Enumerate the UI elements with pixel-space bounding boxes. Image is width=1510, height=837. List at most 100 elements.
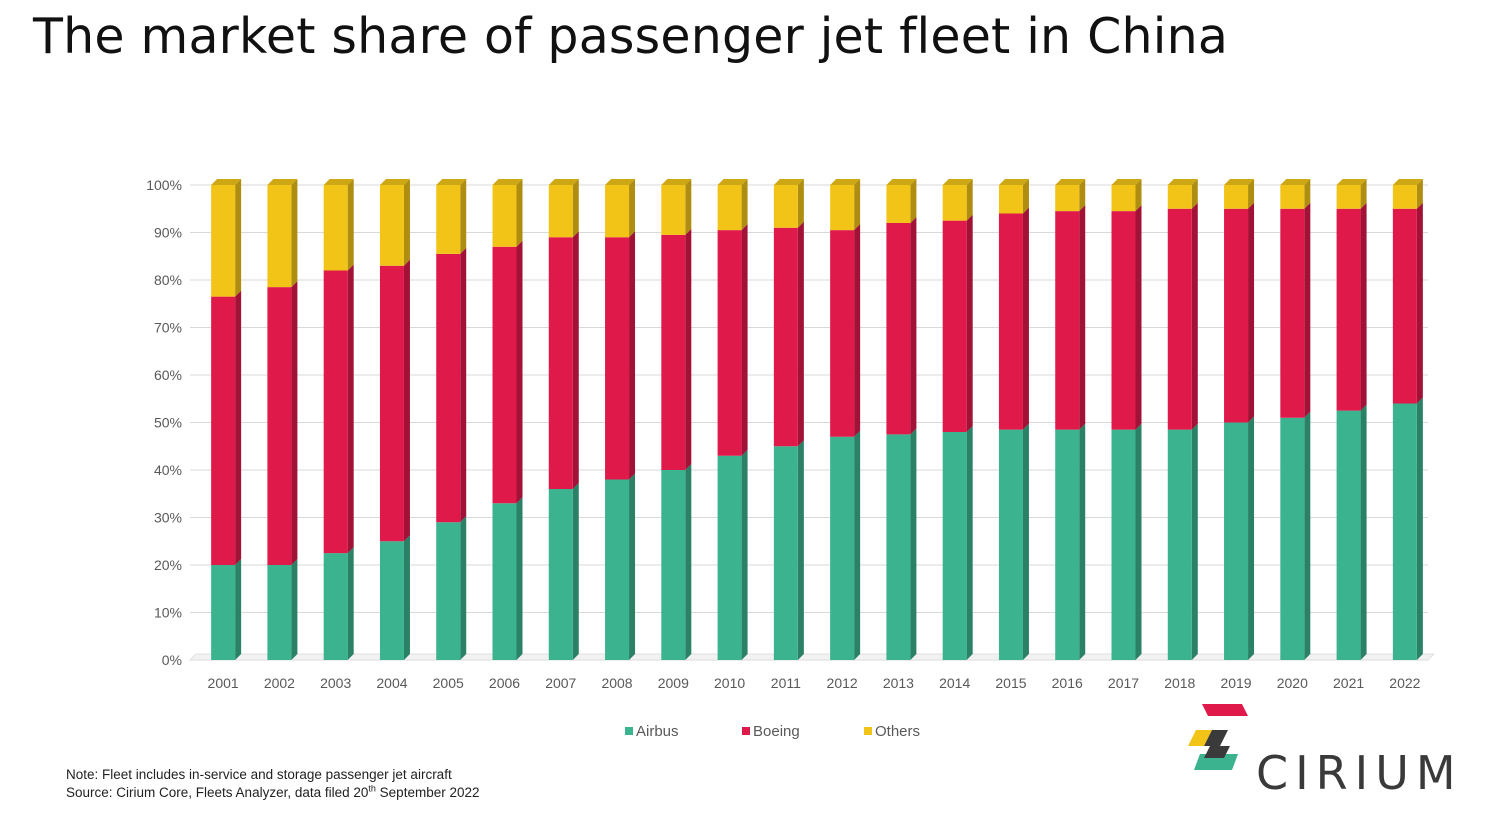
bar-others-2019 <box>1224 179 1255 209</box>
bar-front <box>1280 185 1305 209</box>
x-tick-label: 2010 <box>714 675 745 691</box>
bar-front <box>1167 185 1192 209</box>
bar-front <box>379 541 404 660</box>
bar-airbus-2018 <box>1167 423 1198 660</box>
bar-side <box>685 179 692 235</box>
bar-front <box>1111 211 1136 430</box>
bar-side <box>1248 416 1255 660</box>
bar-side <box>966 179 973 221</box>
bar-boeing-2001 <box>211 290 242 565</box>
x-tick-label: 2014 <box>939 675 970 691</box>
bar-front <box>998 213 1023 430</box>
bar-side <box>629 231 636 480</box>
bar-front <box>1392 185 1417 209</box>
bar-front <box>1055 185 1080 212</box>
bar-boeing-2008 <box>605 231 636 480</box>
bar-top <box>717 179 748 185</box>
bar-front <box>605 237 630 480</box>
chart-note: Note: Fleet includes in-service and stor… <box>66 766 480 802</box>
bar-front <box>1167 429 1192 660</box>
bar-side <box>460 516 467 660</box>
bar-side <box>1135 179 1142 212</box>
bar-front <box>717 185 742 231</box>
bar-boeing-2009 <box>661 228 692 470</box>
bar-airbus-2011 <box>773 440 804 660</box>
bar-side <box>572 483 579 660</box>
bar-side <box>1248 202 1255 423</box>
bar-front <box>1167 208 1192 430</box>
bar-boeing-2019 <box>1224 202 1255 423</box>
bar-front <box>267 287 292 565</box>
y-tick-label: 50% <box>154 415 182 431</box>
y-tick-label: 10% <box>154 605 182 621</box>
y-tick-label: 90% <box>154 225 182 241</box>
source-line: Source: Cirium Core, Fleets Analyzer, da… <box>66 784 480 802</box>
bar-side <box>1079 205 1086 430</box>
bar-airbus-2014 <box>942 426 973 660</box>
bar-others-2016 <box>1055 179 1086 212</box>
bar-side <box>797 179 804 228</box>
bar-side <box>1360 179 1367 209</box>
bar-others-2007 <box>548 179 579 238</box>
bar-front <box>661 185 686 235</box>
bar-boeing-2014 <box>942 214 973 432</box>
bar-airbus-2006 <box>492 497 523 660</box>
bar-airbus-2017 <box>1111 423 1142 660</box>
bar-boeing-2010 <box>717 224 748 456</box>
bar-side <box>741 224 748 456</box>
bar-side <box>291 179 298 288</box>
bar-boeing-2005 <box>436 247 467 523</box>
bar-boeing-2022 <box>1392 202 1423 404</box>
bar-side <box>1248 179 1255 209</box>
bar-others-2017 <box>1111 179 1142 212</box>
bar-side <box>966 426 973 660</box>
bar-boeing-2012 <box>830 224 861 437</box>
bar-airbus-2021 <box>1336 404 1367 660</box>
bar-front <box>1111 429 1136 660</box>
legend-item-others: Others <box>864 723 920 740</box>
bar-top <box>379 179 410 185</box>
bar-airbus-2019 <box>1224 416 1255 660</box>
bar-side <box>347 179 354 271</box>
bar-others-2011 <box>773 179 804 228</box>
x-tick-label: 2002 <box>264 675 295 691</box>
bar-boeing-2007 <box>548 231 579 489</box>
x-tick-label: 2001 <box>208 675 239 691</box>
bar-airbus-2007 <box>548 483 579 660</box>
bar-front <box>886 185 911 223</box>
bar-others-2012 <box>830 179 861 231</box>
bar-front <box>492 503 517 660</box>
bar-others-2010 <box>717 179 748 231</box>
bar-airbus-2010 <box>717 449 748 660</box>
bar-others-2013 <box>886 179 917 223</box>
bar-top <box>1111 179 1142 185</box>
bar-front <box>942 432 967 660</box>
bar-boeing-2016 <box>1055 205 1086 430</box>
bar-side <box>1079 179 1086 212</box>
bar-airbus-2008 <box>605 473 636 660</box>
bar-front <box>1336 185 1361 209</box>
bar-side <box>460 179 467 254</box>
bar-side <box>1135 205 1142 430</box>
bar-airbus-2009 <box>661 464 692 660</box>
bar-front <box>548 489 573 660</box>
y-tick-label: 0% <box>162 652 182 668</box>
bar-side <box>1304 202 1311 418</box>
bar-boeing-2003 <box>323 264 354 554</box>
bar-top <box>548 179 579 185</box>
source-superscript: th <box>368 783 376 794</box>
bar-others-2015 <box>998 179 1029 214</box>
bar-others-2009 <box>661 179 692 235</box>
bar-front <box>1111 185 1136 212</box>
x-tick-label: 2008 <box>601 675 632 691</box>
bar-front <box>492 185 517 247</box>
bar-front <box>548 237 573 489</box>
cirium-logo: CIRIUM <box>1180 700 1490 810</box>
bar-airbus-2001 <box>211 559 242 660</box>
x-tick-label: 2013 <box>883 675 914 691</box>
bar-side <box>403 259 410 542</box>
bar-front <box>1280 417 1305 660</box>
bar-others-2004 <box>379 179 410 266</box>
bar-top <box>1336 179 1367 185</box>
bar-others-2020 <box>1280 179 1311 209</box>
